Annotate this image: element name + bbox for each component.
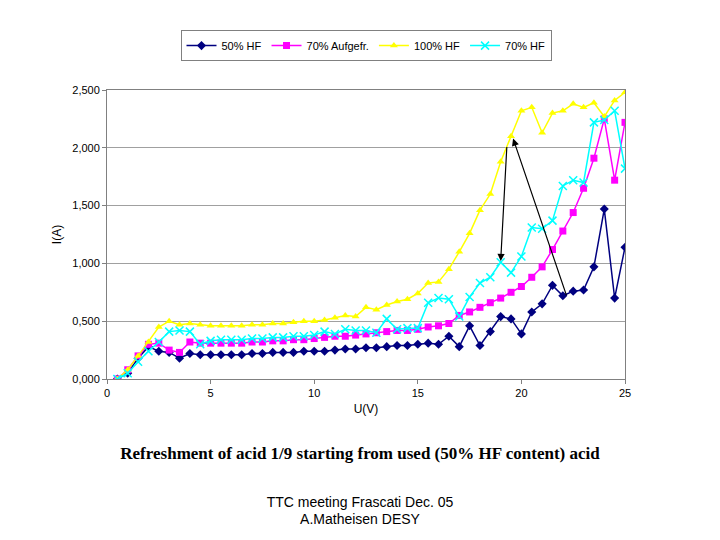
svg-text:2,500: 2,500 bbox=[72, 84, 100, 96]
svg-text:1,000: 1,000 bbox=[72, 257, 100, 269]
svg-text:U(V): U(V) bbox=[354, 402, 379, 416]
svg-text:20: 20 bbox=[515, 387, 527, 399]
svg-text:70% Aufgefr.: 70% Aufgefr. bbox=[307, 40, 369, 52]
svg-text:15: 15 bbox=[412, 387, 424, 399]
html-text:TTC meeting Frascati Dec. 05: TTC meeting Frascati Dec. 05 bbox=[266, 494, 454, 510]
svg-text:0,500: 0,500 bbox=[72, 315, 100, 327]
svg-text:25: 25 bbox=[619, 387, 631, 399]
svg-text:100% HF: 100% HF bbox=[414, 40, 460, 52]
svg-text:0: 0 bbox=[104, 387, 110, 399]
html-text:A.Matheisen DESY: A.Matheisen DESY bbox=[300, 511, 420, 527]
svg-text:2,000: 2,000 bbox=[72, 142, 100, 154]
svg-text:10: 10 bbox=[308, 387, 320, 399]
svg-text:0,000: 0,000 bbox=[72, 373, 100, 385]
html-text:Refreshment of acid 1/9 starti: Refreshment of acid 1/9 starting from us… bbox=[120, 444, 600, 463]
svg-text:70% HF: 70% HF bbox=[505, 40, 545, 52]
svg-text:1,500: 1,500 bbox=[72, 199, 100, 211]
svg-text:50% HF: 50% HF bbox=[222, 40, 262, 52]
svg-text:I(A): I(A) bbox=[50, 225, 64, 244]
svg-text:5: 5 bbox=[208, 387, 214, 399]
